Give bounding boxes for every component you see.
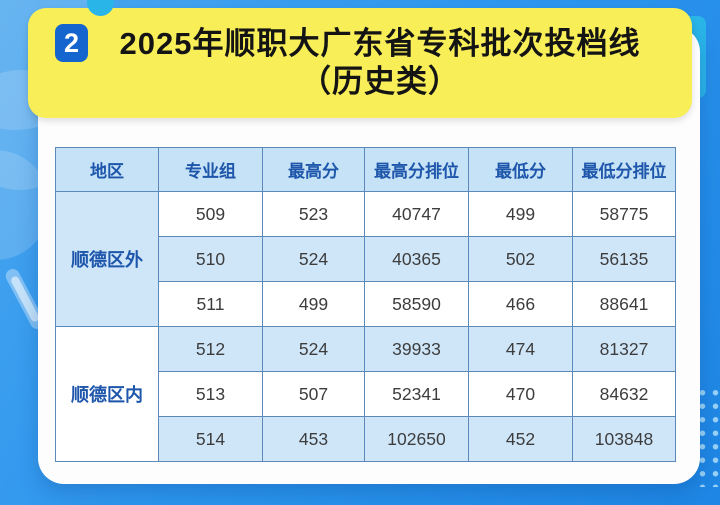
region-group-label: 顺德区内	[55, 326, 159, 462]
table-cell: 524	[262, 326, 365, 372]
table-cell: 56135	[572, 236, 676, 282]
table-cell: 81327	[572, 326, 676, 372]
diagonal-light-beam-core	[9, 275, 41, 323]
table-cell: 470	[468, 371, 573, 417]
cyan-circle-decoration	[87, 0, 114, 16]
table-cell: 453	[262, 416, 365, 462]
content-card: 地区 专业组 最高分 最高分排位 最低分 最低分排位 顺德区外 509 523 …	[38, 26, 700, 484]
table-cell: 512	[158, 326, 263, 372]
header-max-rank: 最高分排位	[364, 147, 469, 192]
table-row: 511 499 58590 466 88641	[56, 281, 676, 327]
table-cell: 511	[158, 281, 263, 327]
table-cell: 40747	[364, 191, 469, 237]
table-cell: 88641	[572, 281, 676, 327]
table-cell: 523	[262, 191, 365, 237]
table-cell: 466	[468, 281, 573, 327]
page-title: 2025年顺职大广东省专科批次投档线 （历史类）	[98, 8, 662, 118]
score-table: 地区 专业组 最高分 最高分排位 最低分 最低分排位 顺德区外 509 523 …	[55, 147, 676, 462]
table-cell: 510	[158, 236, 263, 282]
table-cell: 452	[468, 416, 573, 462]
table-cell: 102650	[364, 416, 469, 462]
table-cell: 474	[468, 326, 573, 372]
table-cell: 58775	[572, 191, 676, 237]
table-cell: 58590	[364, 281, 469, 327]
table-cell: 52341	[364, 371, 469, 417]
table-cell: 513	[158, 371, 263, 417]
table-header-row: 地区 专业组 最高分 最高分排位 最低分 最低分排位	[55, 147, 676, 192]
table-cell: 40365	[364, 236, 469, 282]
table-cell: 502	[468, 236, 573, 282]
table-row: 顺德区内 512 524 39933 474 81327	[55, 326, 676, 462]
table-cell: 39933	[364, 326, 469, 372]
table-cell: 524	[262, 236, 365, 282]
table-cell: 103848	[572, 416, 676, 462]
title-banner: 2 2025年顺职大广东省专科批次投档线 （历史类）	[28, 8, 692, 118]
table-cell: 514	[158, 416, 263, 462]
header-min-rank: 最低分排位	[572, 147, 676, 192]
header-region: 地区	[55, 147, 159, 192]
header-min-score: 最低分	[468, 147, 573, 192]
section-number-badge: 2	[55, 24, 88, 62]
table-row: 顺德区外 509 523 40747 499 58775	[55, 191, 676, 327]
table-row: 510 524 40365 502 56135	[56, 236, 676, 282]
table-row: 513 507 52341 470 84632	[56, 371, 676, 417]
table-cell: 507	[262, 371, 365, 417]
table-cell: 509	[158, 191, 263, 237]
header-major-group: 专业组	[158, 147, 263, 192]
page-title-line1: 2025年顺职大广东省专科批次投档线	[119, 26, 641, 61]
table-cell: 84632	[572, 371, 676, 417]
table-cell: 499	[468, 191, 573, 237]
region-group-label: 顺德区外	[55, 191, 159, 327]
table-row: 514 453 102650 452 103848	[56, 416, 676, 462]
header-max-score: 最高分	[262, 147, 365, 192]
table-cell: 499	[262, 281, 365, 327]
page-title-line2: （历史类）	[300, 64, 460, 99]
